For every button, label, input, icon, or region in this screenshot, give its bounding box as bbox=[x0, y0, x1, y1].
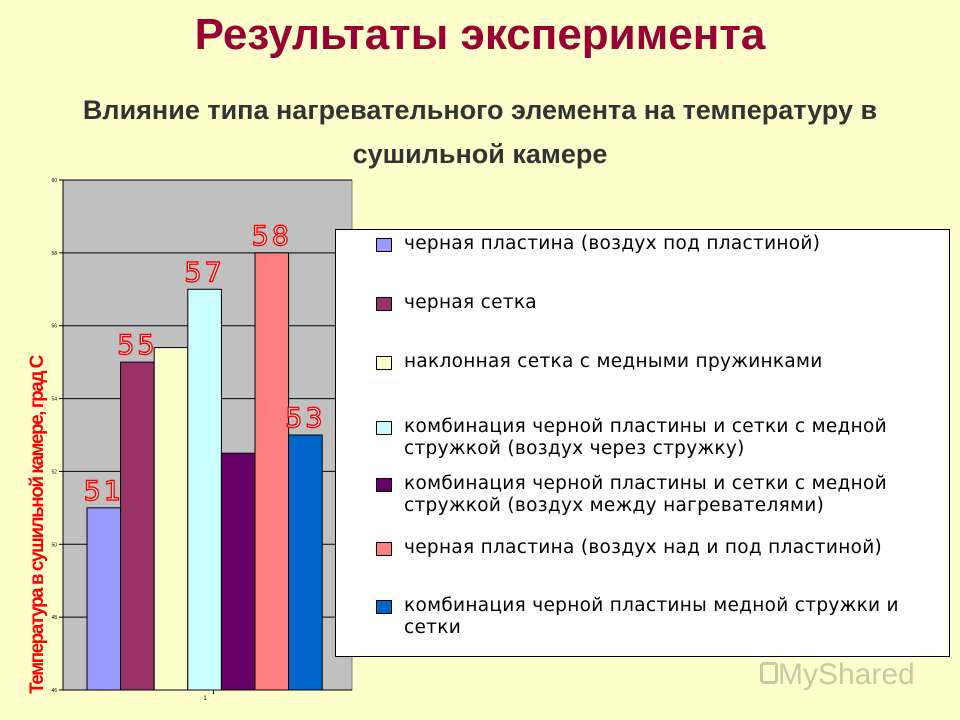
legend-swatch bbox=[376, 600, 392, 614]
legend-label: наклонная сетка с медными пружинками bbox=[404, 351, 823, 372]
data-label: 55 bbox=[117, 330, 157, 361]
data-label: 58 bbox=[252, 221, 292, 252]
page-title: Результаты эксперимента bbox=[194, 10, 766, 59]
watermark-text: MyShared bbox=[778, 658, 915, 691]
data-label: 57 bbox=[184, 257, 224, 288]
bar bbox=[254, 252, 290, 691]
legend-label: черная пластина (воздух над и под пласти… bbox=[404, 537, 883, 558]
y-tick-label: 58 bbox=[51, 251, 57, 257]
legend-label: черная сетка bbox=[404, 292, 537, 313]
y-tick-label: 56 bbox=[51, 324, 57, 330]
data-label: 53 bbox=[285, 403, 325, 434]
legend-swatch bbox=[376, 297, 392, 311]
y-axis-label: Температура в сушильной камере, град С bbox=[27, 356, 48, 694]
bar bbox=[220, 452, 256, 691]
y-tick-label: 46 bbox=[51, 688, 57, 694]
legend-swatch bbox=[376, 356, 392, 370]
y-tick-label: 48 bbox=[51, 615, 57, 621]
y-tick-label: 54 bbox=[51, 397, 57, 403]
y-axis-label-container: Температура в сушильной камере, град С bbox=[8, 356, 68, 694]
chart-legend: черная пластина (воздух под пластиной) че… bbox=[335, 229, 950, 657]
bar bbox=[120, 361, 155, 691]
y-tick-label: 60 bbox=[51, 178, 57, 184]
legend-swatch bbox=[376, 542, 392, 556]
bar bbox=[187, 288, 222, 691]
legend-label: комбинация черной пластины и сетки с мед… bbox=[404, 473, 887, 516]
legend-label: черная пластина (воздух под пластиной) bbox=[404, 233, 821, 254]
legend-swatch bbox=[376, 421, 392, 435]
legend-swatch bbox=[376, 238, 392, 252]
bar bbox=[288, 434, 323, 691]
legend-label: комбинация черной пластины медной стружк… bbox=[404, 595, 899, 638]
y-tick-label: 50 bbox=[51, 542, 57, 548]
watermark-logo-icon bbox=[760, 662, 778, 684]
legend-swatch bbox=[376, 478, 392, 492]
legend-label: комбинация черной пластины и сетки с мед… bbox=[404, 416, 887, 459]
chart-subtitle: Влияние типа нагревательного элемента на… bbox=[82, 95, 878, 169]
y-tick-label: 52 bbox=[51, 469, 57, 475]
x-tick-label: 1 bbox=[203, 696, 207, 702]
bar bbox=[153, 347, 189, 691]
data-label: 51 bbox=[84, 476, 124, 507]
bar bbox=[86, 507, 122, 691]
